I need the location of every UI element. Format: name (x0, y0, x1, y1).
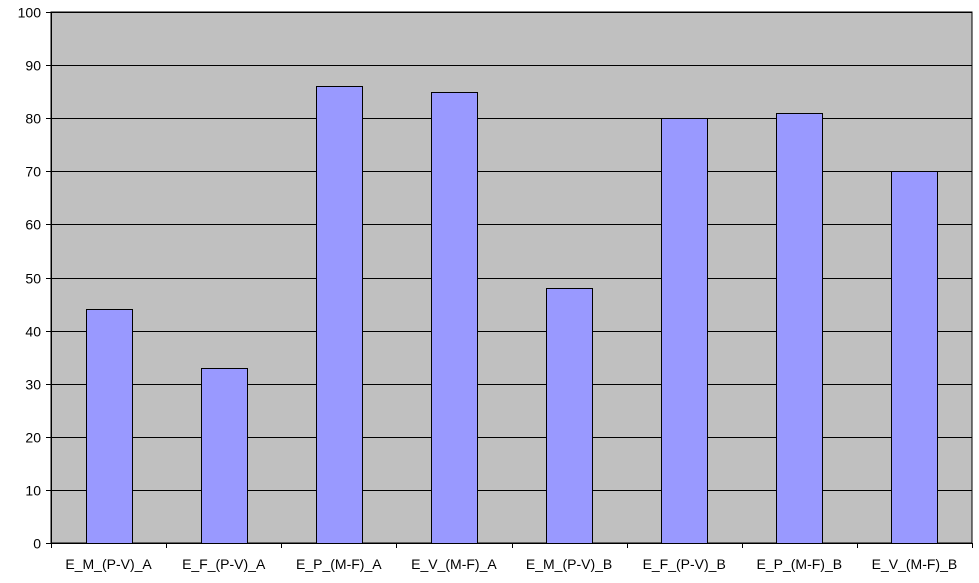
x-tick-label: E_P_(M-F)_A (296, 556, 382, 572)
y-tick-label: 80 (25, 111, 41, 127)
y-tick-label: 90 (25, 58, 41, 74)
y-tick-label: 100 (18, 5, 42, 21)
x-tick-label: E_M_(P-V)_B (526, 556, 612, 572)
x-tick-label: E_F_(P-V)_B (643, 556, 726, 572)
y-tick-label: 30 (25, 377, 41, 393)
bar-E_F_(P-V)_B (661, 118, 708, 544)
y-tick-label: 70 (25, 164, 41, 180)
x-tick-label: E_P_(M-F)_B (757, 556, 843, 572)
x-tick-labels: E_M_(P-V)_A E_F_(P-V)_A E_P_(M-F)_A E_V_(M-… (51, 543, 973, 572)
y-tick-labels: 0 10 20 30 40 50 60 70 80 90 100 (18, 5, 51, 552)
bar-E_V_(M-F)_B (891, 171, 938, 544)
bar-E_P_(M-F)_B (776, 113, 823, 544)
x-tick-label: E_V_(M-F)_B (872, 556, 958, 572)
x-tick-label: E_F_(P-V)_A (182, 556, 266, 572)
y-tick-label: 40 (25, 324, 41, 340)
bar-E_M_(P-V)_A (86, 309, 133, 544)
y-tick-label: 0 (33, 536, 41, 552)
bar-E_F_(P-V)_A (201, 368, 248, 544)
axes (51, 12, 972, 544)
bar-E_P_(M-F)_A (316, 86, 363, 544)
bar-E_V_(M-F)_A (431, 92, 478, 544)
y-tick-label: 20 (25, 430, 41, 446)
x-tick-label: E_M_(P-V)_A (65, 556, 152, 572)
y-tick-label: 60 (25, 217, 41, 233)
plot-area (50, 11, 973, 544)
x-tick-label: E_V_(M-F)_A (411, 556, 497, 572)
y-tick-label: 50 (25, 271, 41, 287)
bar-E_M_(P-V)_B (546, 288, 593, 544)
y-tick-label: 10 (25, 483, 41, 499)
